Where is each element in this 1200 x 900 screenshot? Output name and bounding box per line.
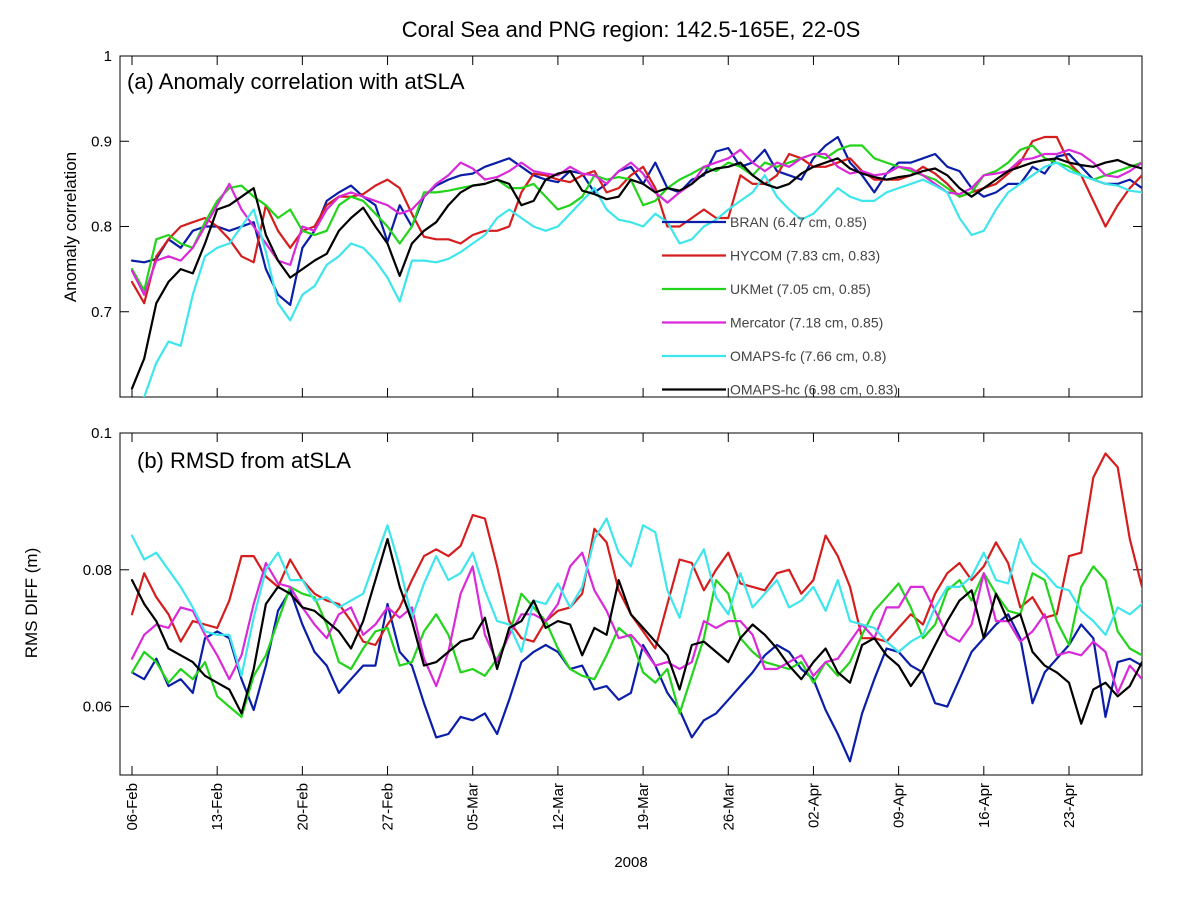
x-ticks-b: 06-Feb 13-Feb 20-Feb 27-Feb 05-Mar 12-Mar 19-M… (124, 433, 1078, 831)
series-line-hycom (130, 135, 1142, 305)
y-axis-label-a: Anomaly correlation (61, 152, 80, 302)
series-lines-a (130, 135, 1142, 397)
axes-frame-a (119, 55, 1143, 398)
series-line-omaps-fc (130, 517, 1142, 677)
panel-label-a: (a) Anomaly correlation with atSLA (127, 69, 465, 94)
x-ticks-a (131, 56, 1070, 397)
x-tick-label: 20-Feb (294, 783, 311, 831)
axes-frame-b (119, 432, 1143, 776)
y-tick-label: 0.9 (91, 133, 112, 150)
x-axis-label: 2008 (614, 854, 647, 871)
y-axis-label-b: RMS DIFF (m) (22, 548, 41, 658)
legend-entry: OMAPS-hc (6.98 cm, 0.83) (730, 382, 898, 398)
legend-entry: HYCOM (7.83 cm, 0.83) (730, 248, 880, 264)
x-tick-label: 23-Apr (1061, 783, 1078, 828)
legend-entry: Mercator (7.18 cm, 0.85) (730, 315, 883, 331)
series-line-omaps-hc (130, 157, 1142, 390)
series-lines-b (130, 452, 1142, 763)
legend: BRAN (6.47 cm, 0.85) HYCOM (7.83 cm, 0.83… (662, 214, 898, 398)
x-tick-label: 13-Feb (209, 783, 226, 831)
x-tick-label: 02-Apr (805, 783, 822, 828)
x-tick-label: 09-Apr (891, 783, 908, 828)
legend-entry: UKMet (7.05 cm, 0.85) (730, 281, 871, 297)
y-tick-label: 0.7 (91, 304, 112, 321)
y-tick-label: 1 (104, 48, 112, 65)
x-tick-label: 26-Mar (720, 783, 737, 831)
y-ticks-b: 0.06 0.08 0.1 (83, 425, 1142, 716)
series-line-hycom (130, 452, 1142, 650)
x-tick-label: 06-Feb (124, 783, 141, 831)
legend-entry: BRAN (6.47 cm, 0.85) (730, 214, 867, 230)
y-ticks-a: 0.7 0.8 0.9 1 (91, 48, 1142, 321)
y-tick-label: 0.1 (91, 425, 112, 442)
y-tick-label: 0.06 (83, 699, 112, 716)
legend-entry: OMAPS-fc (7.66 cm, 0.8) (730, 348, 886, 364)
y-tick-label: 0.8 (91, 219, 112, 236)
panel-rmsd: 0.06 0.08 0.1 06-Feb 13-Feb 20-Feb 27-Feb 05-M… (22, 425, 1143, 871)
x-tick-label: 16-Apr (976, 783, 993, 828)
series-line-mercator (130, 148, 1142, 296)
y-tick-label: 0.08 (83, 562, 112, 579)
x-tick-label: 19-Mar (635, 783, 652, 831)
x-tick-label: 12-Mar (550, 783, 567, 831)
series-line-omaps-fc (142, 161, 1142, 397)
series-line-mercator (130, 551, 1142, 695)
x-tick-label: 27-Feb (380, 783, 397, 831)
x-tick-label: 05-Mar (465, 783, 482, 831)
figure-title: Coral Sea and PNG region: 142.5-165E, 22… (402, 17, 861, 42)
panel-anomaly-correlation: 0.7 0.8 0.9 1 (a) Anomaly correlation with … (61, 48, 1143, 398)
series-line-omaps-hc (130, 537, 1142, 725)
series-line-ukmet (130, 144, 1142, 292)
series-line-bran (130, 589, 1142, 763)
series-line-ukmet (130, 565, 1142, 719)
panel-label-b: (b) RMSD from atSLA (137, 448, 351, 473)
